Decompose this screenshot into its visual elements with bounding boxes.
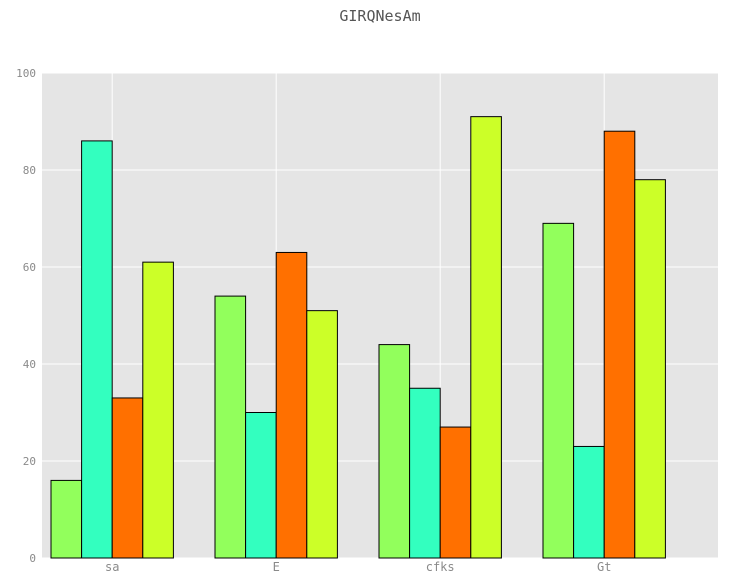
y-tick-label-5: 100 bbox=[16, 67, 36, 80]
bar-Gt-series-4 bbox=[634, 179, 666, 559]
bar-E-series-4 bbox=[306, 310, 338, 559]
bar-cfks-series-2 bbox=[409, 387, 441, 559]
x-tick-label-3: Gt bbox=[597, 560, 611, 574]
y-tick-label-4: 80 bbox=[23, 164, 36, 177]
bar-sa-series-1 bbox=[50, 479, 83, 559]
bar-E-series-2 bbox=[245, 412, 277, 559]
y-tick-label-2: 40 bbox=[23, 358, 36, 371]
bars bbox=[50, 116, 666, 559]
y-tick-label-1: 20 bbox=[23, 455, 36, 468]
bar-Gt-series-1 bbox=[542, 222, 575, 559]
bar-E-series-1 bbox=[214, 295, 247, 559]
bar-cfks-series-1 bbox=[378, 344, 411, 559]
bar-cfks-series-4 bbox=[470, 116, 502, 559]
x-tick-label-1: E bbox=[273, 560, 280, 574]
y-axis-ticks: 0 20 40 60 80 100 bbox=[16, 67, 36, 565]
x-tick-label-0: sa bbox=[105, 560, 119, 574]
bar-Gt-series-2 bbox=[573, 445, 605, 559]
y-tick-label-0: 0 bbox=[29, 552, 36, 565]
x-tick-label-2: cfks bbox=[426, 560, 455, 574]
y-tick-label-3: 60 bbox=[23, 261, 36, 274]
bar-sa-series-3 bbox=[111, 397, 144, 559]
bar-sa-series-2 bbox=[81, 140, 113, 559]
bar-cfks-series-3 bbox=[439, 426, 472, 559]
bar-sa-series-4 bbox=[142, 261, 174, 559]
bar-E-series-3 bbox=[275, 251, 308, 559]
bar-Gt-series-3 bbox=[603, 130, 636, 559]
chart-title: GIRQNesAm bbox=[339, 7, 420, 25]
